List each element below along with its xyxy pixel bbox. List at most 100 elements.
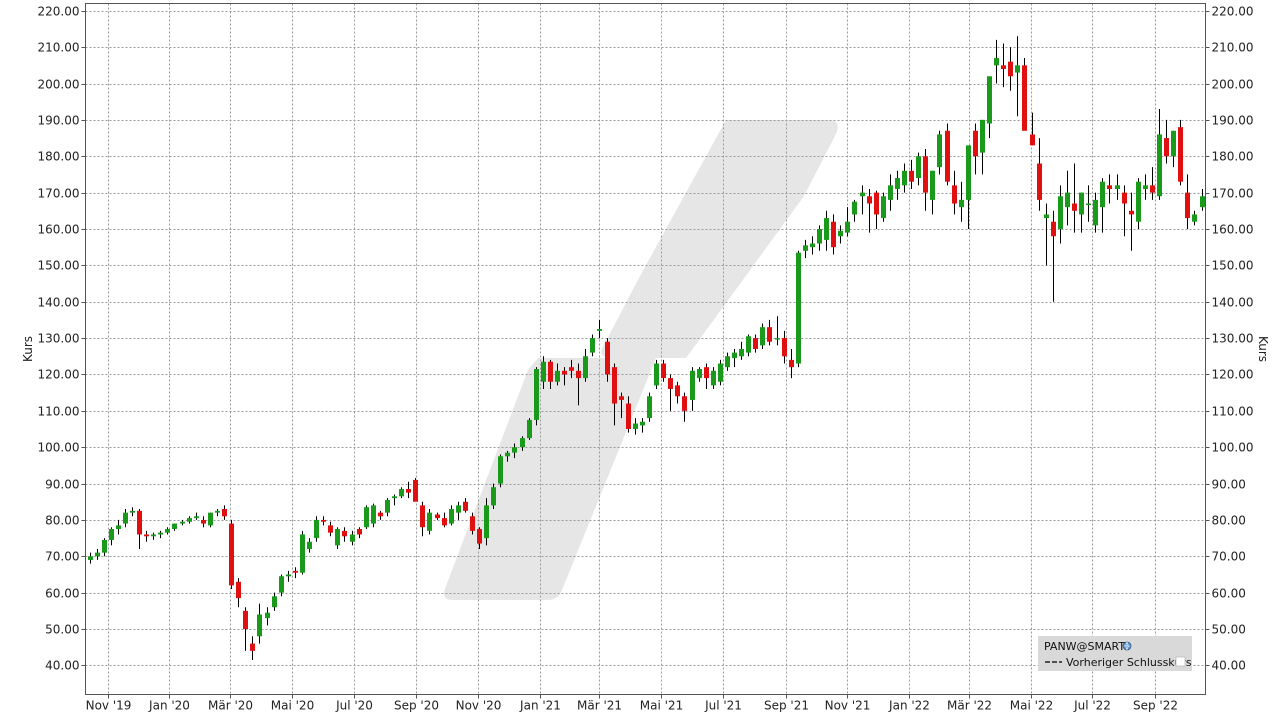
candle-body (1122, 192, 1127, 204)
candle-body (576, 370, 581, 379)
candle (158, 530, 163, 539)
candle-body (491, 487, 496, 506)
candle (760, 323, 765, 349)
candle (725, 352, 730, 371)
x-tick-label: Jan '22 (888, 699, 930, 713)
candle-body (357, 529, 362, 535)
y-tick-label: 140.00 (38, 296, 80, 310)
y-tick-label: 200.00 (38, 78, 80, 92)
candle-body (109, 529, 114, 540)
candle (1093, 192, 1098, 233)
candle-body (420, 505, 425, 528)
candle-body (534, 369, 539, 420)
candle-body (633, 423, 638, 430)
candle (342, 527, 347, 542)
candle (371, 503, 376, 528)
candle-body (824, 218, 829, 240)
y-tick-label: 90.00 (45, 478, 79, 492)
candle (350, 530, 355, 546)
candle (463, 498, 468, 513)
candle-body (987, 76, 992, 124)
candle-body (1037, 163, 1042, 200)
x-tick-label: Nov '21 (825, 699, 871, 713)
candle-body (1001, 65, 1006, 69)
candle (959, 181, 964, 222)
candle (265, 607, 270, 626)
candle (746, 334, 751, 357)
candle-body (952, 185, 957, 204)
x-tick-label: Nov '20 (456, 699, 502, 713)
candle (250, 636, 255, 660)
candle (520, 436, 525, 451)
candle-body (272, 596, 277, 608)
candle (1164, 119, 1169, 164)
candle (860, 185, 865, 215)
candle-body (1065, 192, 1070, 208)
candle (491, 483, 496, 510)
candle (435, 512, 440, 520)
candle-body (257, 614, 262, 637)
candle (222, 505, 227, 520)
candle-body (165, 529, 170, 533)
candle-body (1079, 192, 1084, 215)
candle (314, 516, 319, 542)
candle (243, 607, 248, 651)
candle (888, 174, 893, 211)
candle (1001, 43, 1006, 88)
y-tick-label: 100.00 (1212, 441, 1254, 455)
y-tick-label: 170.00 (1212, 187, 1254, 201)
candle-body (116, 525, 121, 530)
candle-body (1115, 185, 1120, 189)
candle (151, 532, 156, 540)
candle-body (463, 501, 468, 511)
y-tick-label: 160.00 (1212, 223, 1254, 237)
candle-body (293, 570, 298, 573)
y-axis-title-right: Kurs (1256, 336, 1270, 362)
candle-body (612, 367, 617, 404)
candle (172, 523, 177, 531)
candle (144, 530, 149, 542)
candle-body (548, 361, 553, 382)
x-tick-label: Jul '20 (335, 699, 373, 713)
globe-icon (1122, 641, 1132, 651)
candle (753, 334, 758, 353)
candle-body (1093, 199, 1098, 226)
candle (413, 478, 418, 502)
y-tick-label: 40.00 (1212, 659, 1246, 673)
y-tick-label: 70.00 (1212, 550, 1246, 564)
candle-body (668, 378, 673, 390)
candle (562, 367, 567, 386)
candle-body (144, 534, 149, 537)
candle-body (1022, 65, 1027, 131)
candle (1171, 130, 1176, 168)
y-tick-label: 120.00 (38, 368, 80, 382)
y-tick-label: 90.00 (1212, 478, 1246, 492)
candle (137, 509, 142, 550)
candle (569, 359, 574, 379)
candle (902, 163, 907, 193)
candle-body (456, 505, 461, 513)
candle-body (392, 496, 397, 499)
candle-body (1164, 138, 1169, 157)
candle-body (860, 192, 865, 197)
candle-body (350, 534, 355, 542)
candle (257, 603, 262, 644)
candle-body (852, 201, 857, 215)
candle-body (746, 336, 751, 353)
candle (293, 567, 298, 579)
candle (782, 330, 787, 364)
candle (1200, 188, 1205, 211)
candle (732, 349, 737, 368)
candle-body (753, 338, 758, 349)
candle (215, 509, 220, 517)
y-tick-label: 60.00 (45, 587, 79, 601)
candle (1037, 138, 1042, 211)
x-axis: Nov '19 Jan '20 Mär '20 Mai '20 Jul '20 Sep '… (86, 694, 1178, 713)
candle (1100, 178, 1105, 233)
x-tick-label: Mär '22 (947, 699, 992, 713)
legend-toggle-checkbox[interactable] (1175, 656, 1186, 667)
y-tick-label: 180.00 (1212, 150, 1254, 164)
candle (923, 148, 928, 211)
y-tick-label: 180.00 (38, 150, 80, 164)
candle (937, 130, 942, 175)
